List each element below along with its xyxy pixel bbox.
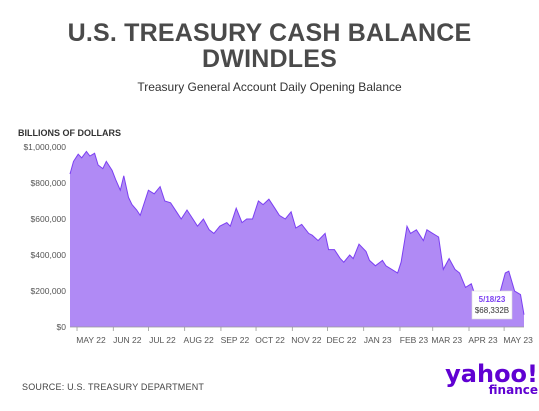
x-tick-label: SEP 22 (221, 335, 250, 345)
x-tick-label: AUG 22 (184, 335, 215, 345)
x-tick-label: JUN 22 (113, 335, 142, 345)
x-tick-label: FEB 23 (400, 335, 429, 345)
end-annotation: 5/18/23 $68,332B (471, 290, 513, 320)
logo-subtitle: finance (488, 383, 538, 397)
x-tick-label: NOV 22 (291, 335, 322, 345)
x-tick-label: MAY 22 (76, 335, 106, 345)
x-tick-label: MAR 23 (431, 335, 462, 345)
y-tick-label: $400,000 (31, 250, 67, 260)
annotation-date: 5/18/23 (479, 295, 506, 304)
y-tick-label: $800,000 (31, 178, 67, 188)
y-tick-label: $200,000 (31, 286, 67, 296)
y-tick-label: $0 (57, 322, 67, 332)
annotation-value: $68,332B (475, 306, 509, 315)
source-note: SOURCE: U.S. TREASURY DEPARTMENT (22, 382, 205, 392)
chart-subtitle: Treasury General Account Daily Opening B… (137, 80, 402, 94)
chart-title-line-2: DWINDLES (202, 45, 337, 73)
y-tick-label: $600,000 (31, 214, 67, 224)
yahoo-finance-logo: yahoo! finance (438, 362, 538, 396)
annotation-box (471, 290, 513, 320)
y-tick-label: $1,000,000 (23, 142, 66, 152)
x-tick-label: JAN 23 (364, 335, 392, 345)
y-unit-label: BILLIONS OF DOLLARS (18, 128, 121, 138)
x-tick-label: JUL 22 (149, 335, 176, 345)
x-tick-label: OCT 22 (255, 335, 285, 345)
chart-title-line-1: U.S. TREASURY CASH BALANCE (67, 19, 472, 47)
series-area (70, 151, 524, 327)
x-tick-label: APR 23 (468, 335, 498, 345)
series-line (69, 150, 525, 315)
x-tick-label: MAY 23 (503, 335, 533, 345)
logo-wordmark: yahoo! (445, 360, 538, 388)
x-tick-label: DEC 22 (327, 335, 357, 345)
